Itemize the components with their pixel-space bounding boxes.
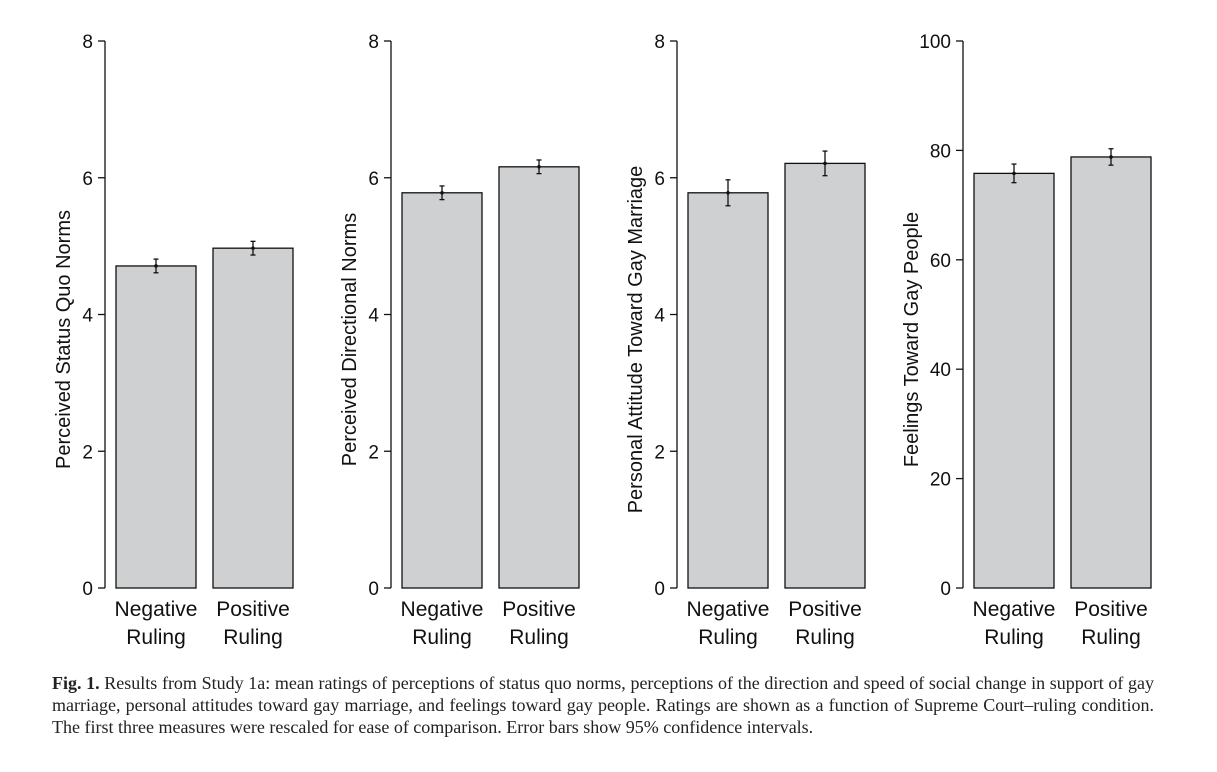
- mean-point: [251, 246, 255, 250]
- y-tick-label: 4: [368, 306, 379, 327]
- caption-text: Results from Study 1a: mean ratings of p…: [52, 673, 1155, 737]
- y-tick-label: 60: [930, 251, 951, 272]
- mean-point: [537, 165, 541, 169]
- y-tick-label: 40: [930, 360, 951, 381]
- category-label: Negative Ruling: [401, 598, 484, 649]
- category-label: Negative Ruling: [115, 598, 198, 649]
- y-tick-label: 80: [930, 141, 951, 162]
- y-tick-label: 100: [919, 32, 951, 53]
- y-tick-label: 8: [82, 32, 93, 53]
- y-tick-label: 6: [82, 169, 93, 190]
- bar: [1070, 156, 1152, 589]
- category-label: Positive Ruling: [216, 598, 290, 649]
- y-axis-title: Perceived Status Quo Norms: [53, 210, 75, 469]
- mean-point: [440, 190, 444, 195]
- figure: 0 2 4 6 8 Perceived Status Quo Norms Negative R…: [53, 32, 1152, 649]
- y-tick-label: 2: [654, 442, 665, 463]
- y-tick-label: 0: [940, 579, 951, 600]
- y-tick-label: 0: [368, 579, 379, 600]
- y-axis-title: Personal Attitude Toward Gay Marriage: [625, 166, 647, 514]
- mean-point: [1109, 155, 1113, 159]
- category-label: Negative Ruling: [973, 598, 1056, 649]
- bar: [115, 265, 197, 589]
- y-axis-title: Perceived Directional Norms: [339, 213, 361, 466]
- mean-point: [1012, 171, 1016, 176]
- y-tick-label: 8: [654, 32, 665, 53]
- caption-label: Fig. 1.: [52, 673, 100, 693]
- figure-caption: Fig. 1. Results from Study 1a: mean rati…: [52, 672, 1154, 738]
- y-tick-label: 8: [368, 32, 379, 53]
- y-tick-label: 0: [654, 579, 665, 600]
- chart-panels: 0 2 4 6 8 Perceived Status Quo Norms Negative R…: [53, 32, 1152, 649]
- bar: [784, 162, 866, 589]
- y-tick-label: 6: [368, 169, 379, 190]
- category-label: Positive Ruling: [502, 598, 576, 649]
- y-tick-label: 6: [654, 169, 665, 190]
- y-tick-label: 4: [654, 306, 665, 327]
- y-tick-label: 0: [82, 579, 93, 600]
- category-label: Positive Ruling: [1074, 598, 1148, 649]
- mean-point: [726, 190, 730, 195]
- y-tick-label: 20: [930, 470, 951, 491]
- bar: [212, 247, 294, 589]
- mean-point: [823, 161, 827, 166]
- y-axis-title: Feelings Toward Gay People: [901, 212, 923, 467]
- category-label: Positive Ruling: [788, 598, 862, 649]
- category-label: Negative Ruling: [687, 598, 770, 649]
- mean-point: [154, 264, 158, 268]
- y-tick-label: 4: [82, 306, 93, 327]
- y-tick-label: 2: [82, 442, 93, 463]
- bar: [687, 192, 769, 589]
- bar: [401, 192, 483, 589]
- bar: [498, 166, 580, 589]
- y-tick-label: 2: [368, 442, 379, 463]
- bar: [973, 172, 1055, 589]
